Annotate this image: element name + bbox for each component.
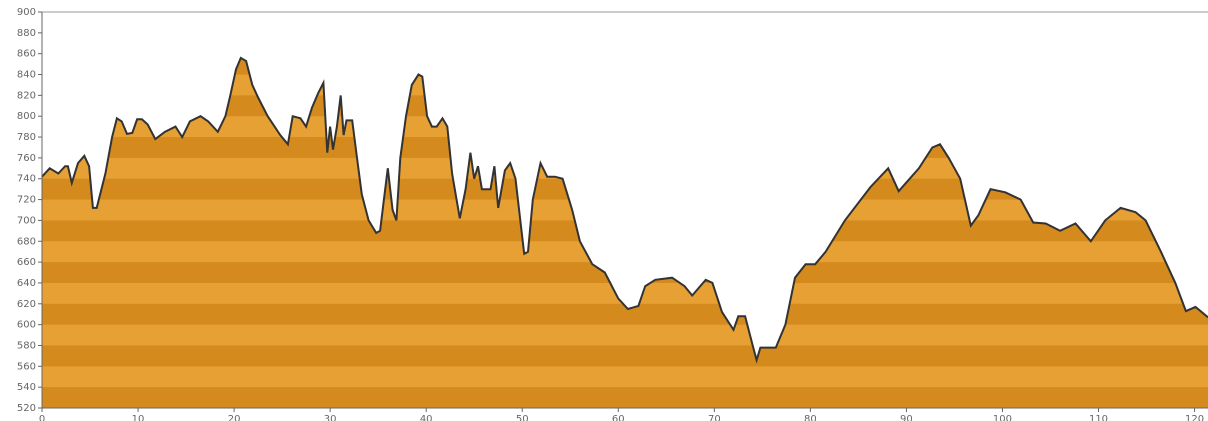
y-tick-label: 900 [17,7,36,18]
y-tick-label: 760 [17,153,36,164]
y-tick-label: 820 [17,90,36,101]
x-tick-label: 30 [324,414,337,421]
x-tick-label: 100 [993,414,1012,421]
stripe [42,220,1208,242]
y-tick-label: 640 [17,278,36,289]
y-tick-label: 560 [17,361,36,372]
y-tick-label: 800 [17,111,36,122]
y-tick-label: 700 [17,215,36,226]
x-tick-label: 60 [612,414,625,421]
x-tick-label: 40 [420,414,433,421]
y-tick-label: 540 [17,382,36,393]
x-tick-label: 0 [39,414,45,421]
y-tick-label: 600 [17,320,36,331]
stripe [42,387,1208,408]
stripe [42,303,1208,325]
x-tick-label: 110 [1089,414,1108,421]
y-tick-label: 680 [17,236,36,247]
y-tick-label: 620 [17,299,36,310]
stripe [42,178,1208,200]
y-tick-label: 660 [17,257,36,268]
y-tick-label: 580 [17,340,36,351]
stripe [42,345,1208,367]
stripe [42,95,1208,117]
y-tick-label: 720 [17,195,36,206]
y-tick-label: 840 [17,70,36,81]
x-tick-label: 80 [804,414,817,421]
stripe [42,262,1208,283]
y-tick-label: 880 [17,28,36,39]
stripe [42,12,1208,33]
x-tick-label: 20 [228,414,241,421]
stripe [42,57,1208,75]
y-tick-label: 860 [17,49,36,60]
y-tick-label: 780 [17,132,36,143]
y-tick-label: 740 [17,174,36,185]
x-tick-label: 50 [516,414,529,421]
x-tick-label: 120 [1185,414,1204,421]
x-tick-label: 90 [900,414,913,421]
stripe [42,137,1208,158]
y-tick-label: 520 [17,403,36,414]
x-tick-label: 70 [708,414,721,421]
profile-line [41,56,1208,364]
x-tick-label: 10 [132,414,145,421]
